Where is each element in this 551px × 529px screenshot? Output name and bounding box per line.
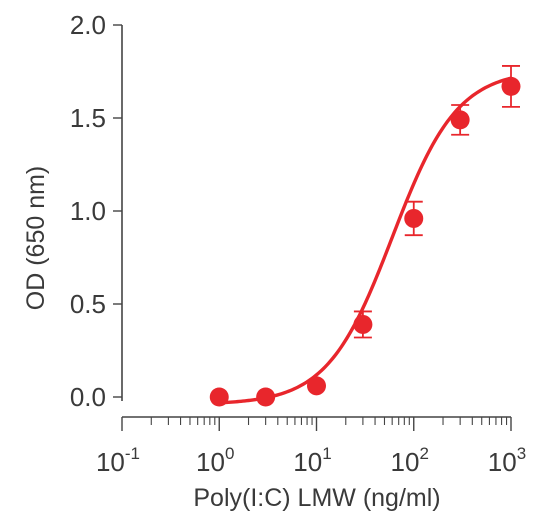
marks xyxy=(209,65,521,407)
x-tick-label: 101 xyxy=(293,444,331,477)
y-tick-label: 0.5 xyxy=(70,289,106,319)
y-tick-label: 1.5 xyxy=(70,103,106,133)
fit-curve xyxy=(219,76,512,405)
axes: 0.0 0.5 1.0 1.5 2.0 10-1 100 101 102 103 xyxy=(70,10,526,477)
y-tick-label: 2.0 xyxy=(70,10,106,40)
data-point xyxy=(450,110,470,130)
y-axis-title: OD (650 nm) xyxy=(22,166,50,310)
y-tick-label: 0.0 xyxy=(70,382,106,412)
data-point xyxy=(256,387,276,407)
x-tick-label: 102 xyxy=(391,444,429,477)
data-point xyxy=(501,76,521,96)
x-tick-label: 10-1 xyxy=(96,444,140,477)
x-tick-label: 103 xyxy=(488,444,526,477)
data-point xyxy=(209,387,229,407)
x-axis-title: Poly(I:C) LMW (ng/ml) xyxy=(193,484,440,512)
x-tick-label: 100 xyxy=(196,444,234,477)
data-point xyxy=(307,376,326,396)
data-point xyxy=(404,208,424,228)
data-point xyxy=(353,314,373,334)
y-tick-label: 1.0 xyxy=(70,196,106,226)
